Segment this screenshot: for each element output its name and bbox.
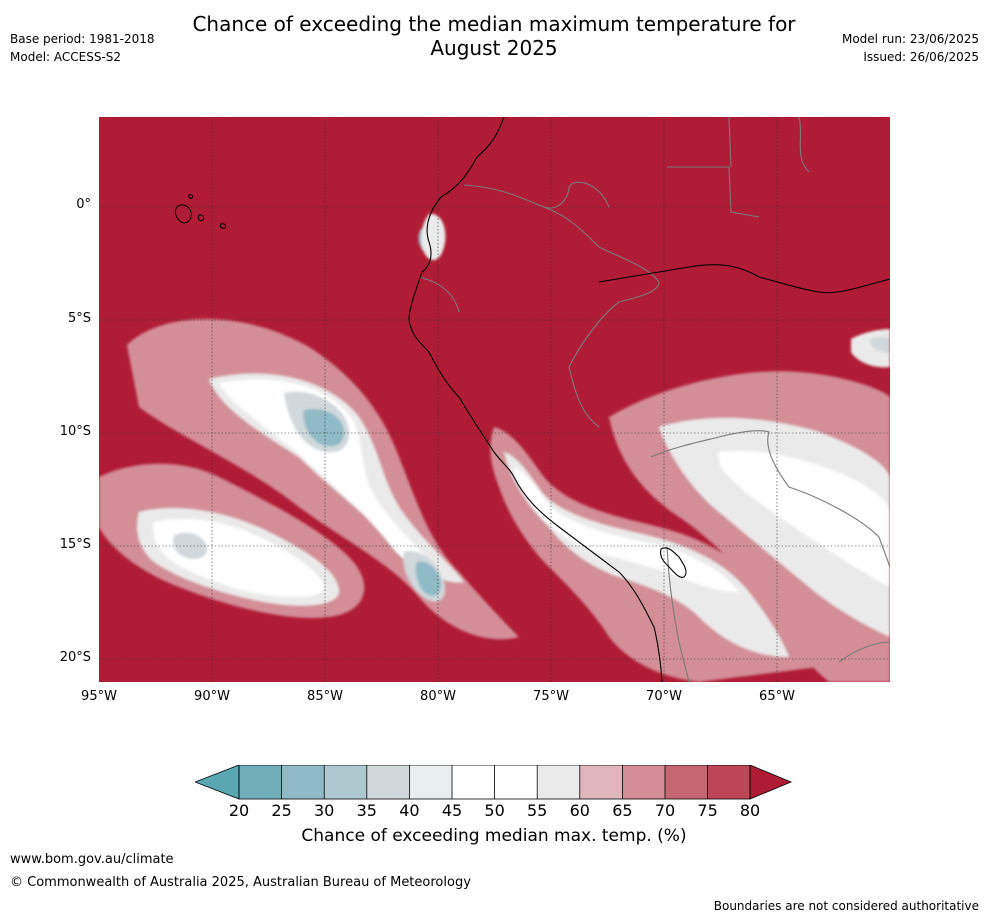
lon-label: 95°W <box>81 689 117 704</box>
colorbar-tick: 35 <box>356 801 377 820</box>
colorbar-tick: 60 <box>569 801 590 820</box>
lon-label: 80°W <box>420 689 456 704</box>
colorbar-segment <box>452 765 495 799</box>
colorbar-segment <box>665 765 708 799</box>
colorbar-tick: 30 <box>314 801 335 820</box>
coast-south-america <box>408 117 663 682</box>
metadata-left: Base period: 1981-2018 Model: ACCESS-S2 <box>10 30 155 66</box>
lon-label: 90°W <box>194 689 230 704</box>
source-url: www.bom.gov.au/climate <box>10 852 174 867</box>
gridlines <box>99 117 890 682</box>
map-canvas <box>99 117 890 682</box>
colorbar-segment <box>281 765 325 799</box>
lon-label: 65°W <box>759 689 795 704</box>
colorbar-label: Chance of exceeding median max. temp. (%… <box>301 826 687 846</box>
map-title: Chance of exceeding the median maximum t… <box>0 12 988 60</box>
colorbar-segment <box>366 765 410 799</box>
coast-amazon-river <box>598 264 890 294</box>
contour-50e <box>718 450 890 587</box>
colorbar-right-arrow <box>749 765 793 800</box>
contour-30 <box>303 408 344 447</box>
colorbar-segment <box>324 765 367 799</box>
base-period-text: Base period: 1981-2018 <box>10 32 155 46</box>
title-line-2: August 2025 <box>430 36 558 60</box>
lon-label: 70°W <box>646 689 682 704</box>
galapagos-islands <box>174 194 227 229</box>
copyright-text: © Commonwealth of Australia 2025, Austra… <box>10 875 471 890</box>
lat-label: 5°S <box>67 311 91 326</box>
contour-50d <box>513 467 739 593</box>
colorbar-tick: 50 <box>484 801 505 820</box>
lat-label: 0° <box>76 197 91 212</box>
colorbar-tick: 25 <box>271 801 292 820</box>
title-line-1: Chance of exceeding the median maximum t… <box>192 12 796 36</box>
colorbar-segment <box>409 765 452 799</box>
lon-label: 75°W <box>533 689 569 704</box>
colorbar-segment <box>622 765 665 799</box>
colorbar-segment <box>494 765 538 799</box>
contour-50 <box>219 379 444 577</box>
colorbar-tick: 40 <box>399 801 420 820</box>
disclaimer-text: Boundaries are not considered authoritat… <box>713 899 979 913</box>
metadata-right: Model run: 23/06/2025 Issued: 26/06/2025 <box>842 30 979 66</box>
model-run-text: Model run: 23/06/2025 <box>841 32 979 46</box>
colorbar-tick: 80 <box>739 801 761 820</box>
coastline <box>408 117 890 682</box>
colorbar-segment <box>239 765 282 799</box>
colorbar-segment <box>579 765 623 799</box>
map-panel <box>99 117 890 682</box>
lon-label: 85°W <box>307 689 343 704</box>
colorbar-tick: 75 <box>697 801 718 820</box>
colorbar-segment <box>537 765 580 799</box>
colorbar-tick: 70 <box>654 801 676 820</box>
issued-text: Issued: 26/06/2025 <box>863 50 979 64</box>
colorbar-left-arrow <box>195 765 240 800</box>
contour-30b <box>415 561 441 596</box>
probability-contours <box>99 213 890 682</box>
model-text: Model: ACCESS-S2 <box>10 50 122 64</box>
coast-lake-titicaca <box>660 547 687 578</box>
colorbar-tick: 45 <box>441 801 463 820</box>
colorbar-tick: 65 <box>612 801 633 820</box>
country-borders <box>418 117 890 682</box>
contour-40f <box>869 336 890 353</box>
colorbar-tick: 20 <box>228 801 250 820</box>
lat-label: 10°S <box>59 424 91 439</box>
colorbar-segment <box>707 765 750 799</box>
lat-label: 15°S <box>59 537 91 552</box>
lat-label: 20°S <box>59 650 91 665</box>
colorbar-tick: 55 <box>527 801 548 820</box>
colorbar <box>195 765 793 800</box>
colorbar-frame <box>238 765 751 800</box>
